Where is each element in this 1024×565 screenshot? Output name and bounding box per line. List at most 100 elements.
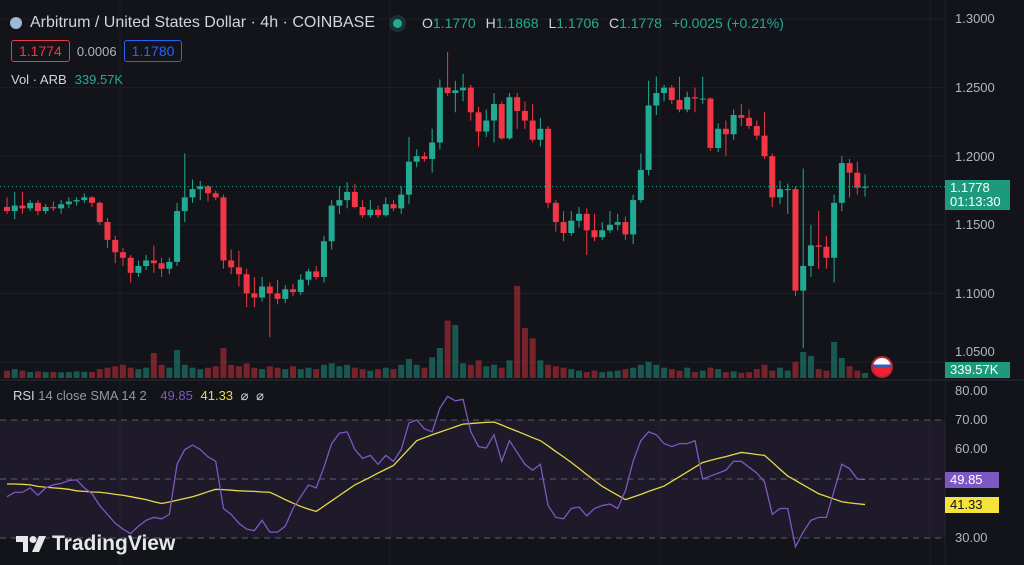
rsi-name: RSI <box>13 388 35 403</box>
volume-bar <box>112 366 119 378</box>
us-economic-event-icon[interactable] <box>871 356 893 378</box>
candle-up <box>483 120 490 132</box>
volume-bar <box>653 364 660 378</box>
candle-down <box>34 202 41 212</box>
volume-bar <box>514 285 521 378</box>
buy-button[interactable]: 1.1780 <box>123 40 183 62</box>
volume-bar <box>305 367 312 378</box>
market-open-status-icon <box>393 18 402 28</box>
rsi-line <box>6 395 866 549</box>
candle-down <box>753 126 760 136</box>
low-value: 1.1706 <box>556 15 600 31</box>
volume-bar <box>297 369 304 378</box>
open-label: O <box>422 15 433 31</box>
tradingview-logo[interactable]: TradingView <box>16 532 175 556</box>
volume-label: Vol · ARB <box>11 72 67 87</box>
volume-bar <box>807 355 814 378</box>
rsi-legend[interactable]: RSI 14 close SMA 14 2 49.85 41.33 ⌀ ⌀ <box>13 388 264 404</box>
candle-down <box>560 222 567 234</box>
candle-up <box>831 202 838 258</box>
candle-up <box>614 222 621 225</box>
volume-bar <box>19 370 26 378</box>
rsi-tick: 60.00 <box>955 441 988 456</box>
volume-bar <box>11 369 18 378</box>
candle-down <box>243 274 250 294</box>
candle-down <box>769 156 776 198</box>
volume-bar <box>568 369 575 378</box>
candle-down <box>545 128 552 203</box>
candle-down <box>359 206 366 216</box>
symbol-header[interactable]: Arbitrum / United States Dollar · 4h · C… <box>10 14 784 32</box>
candle-up <box>143 260 150 266</box>
volume-bar <box>143 367 150 378</box>
candle-down <box>351 191 358 207</box>
candle-down <box>212 193 219 198</box>
volume-bar <box>228 364 235 378</box>
rsi-value-tag: 49.85 <box>945 472 999 488</box>
volume-bar <box>398 364 405 378</box>
candle-up <box>305 271 312 280</box>
volume-bar <box>320 364 327 378</box>
volume-bar <box>127 367 134 378</box>
volume-bar <box>274 367 281 378</box>
candle-down <box>96 202 103 223</box>
candle-down <box>266 286 273 294</box>
ohlc-readout: O1.1770 H1.1868 L1.1706 C1.1778 +0.0025 … <box>416 15 784 31</box>
candle-down <box>529 120 536 140</box>
candle-up <box>777 189 783 198</box>
volume-bar <box>197 369 204 378</box>
volume-bar <box>537 360 544 378</box>
price-tick: 1.0500 <box>955 344 995 359</box>
sell-button[interactable]: 1.1774 <box>11 40 70 62</box>
price-tick: 1.3000 <box>955 11 995 26</box>
volume-bar <box>336 366 343 378</box>
volume-bar <box>668 369 675 378</box>
candle-down <box>823 246 830 258</box>
volume-bar <box>444 320 451 378</box>
volume-bar <box>135 369 142 378</box>
sma-value-tag: 41.33 <box>945 497 999 513</box>
volume-bar <box>119 364 126 378</box>
candle-up <box>576 213 583 221</box>
candle-up <box>65 201 72 205</box>
volume-bar <box>34 371 41 378</box>
volume-bar <box>328 363 335 378</box>
close-value: 1.1778 <box>619 15 662 31</box>
candle-up <box>166 261 173 269</box>
candle-up <box>730 115 737 135</box>
candle-up <box>800 265 807 291</box>
volume-bar <box>290 366 297 378</box>
candle-down <box>475 112 482 132</box>
rsi-tick: 80.00 <box>955 383 988 398</box>
candle-down <box>150 260 157 264</box>
candle-up <box>661 87 668 94</box>
volume-legend[interactable]: Vol · ARB 339.57K <box>11 72 123 87</box>
volume-bar <box>529 338 536 378</box>
candle-up <box>637 169 644 201</box>
low-label: L <box>548 15 557 31</box>
symbol-title[interactable]: Arbitrum / United States Dollar · 4h · C… <box>30 14 375 31</box>
open-value: 1.1770 <box>432 15 476 31</box>
candle-up <box>382 204 389 216</box>
price-tick: 1.2000 <box>955 149 995 164</box>
candle-down <box>498 104 505 139</box>
candle-up <box>297 279 304 293</box>
tradingview-logo-icon <box>16 536 46 552</box>
candle-down <box>761 135 768 157</box>
candle-down <box>235 267 242 275</box>
last-price: 1.1778 <box>950 180 990 195</box>
candle-up <box>328 205 335 242</box>
candle-up <box>699 98 706 100</box>
volume-bar <box>591 370 598 378</box>
volume-bar <box>606 371 613 378</box>
volume-bar <box>746 372 753 378</box>
volume-bar <box>498 367 505 378</box>
volume-bar <box>661 367 668 378</box>
volume-bar <box>158 364 165 378</box>
volume-bar <box>707 367 714 378</box>
candle-up <box>174 211 181 262</box>
candle-down <box>421 156 428 159</box>
volume-bar <box>81 371 88 378</box>
volume-bar <box>614 370 621 378</box>
